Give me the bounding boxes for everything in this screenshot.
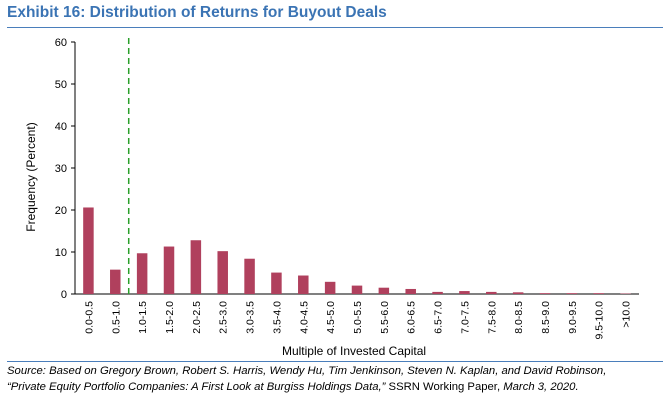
x-tick-label: 9.5-10.0 [594, 301, 606, 340]
x-tick-label: 3.0-3.5 [245, 301, 257, 334]
bar [217, 251, 228, 294]
x-tick-label: 6.0-6.5 [406, 301, 418, 334]
bar [271, 272, 282, 294]
x-tick-label: 0.0-0.5 [83, 301, 95, 334]
bar [136, 253, 148, 294]
x-tick-label: 5.5-6.0 [379, 301, 391, 334]
x-tick-label: 8.0-8.5 [513, 301, 525, 334]
bar [244, 258, 255, 294]
bar [405, 288, 416, 294]
bar [83, 207, 94, 294]
x-tick-label: 3.5-4.0 [271, 301, 283, 334]
x-tick-label: 5.0-5.5 [352, 301, 364, 334]
bar-chart: Frequency (Percent) 0 10 20 30 40 50 60 0.0-0.5… [24, 37, 639, 358]
x-tick-label: 9.0-9.5 [567, 301, 579, 334]
bar [163, 246, 175, 294]
title-rule [7, 27, 663, 28]
bar [432, 291, 443, 294]
y-tick-label: 0 [61, 289, 67, 301]
x-tick-label: >10.0 [621, 301, 633, 328]
x-tick-label: 6.5-7.0 [433, 301, 445, 334]
x-tick-label: 2.5-3.0 [218, 301, 230, 334]
x-tick-label: 4.5-5.0 [325, 301, 337, 334]
bar [593, 293, 604, 294]
y-tick-label: 50 [55, 79, 67, 91]
bar [324, 281, 336, 294]
plot-area: 0 10 20 30 40 50 60 0.0-0.5 0.5-1.0 1.0-1.5 1.5-2.… [55, 37, 639, 340]
y-tick-label: 40 [55, 121, 67, 133]
x-tick-label: 4.0-4.5 [298, 301, 310, 334]
y-axis-label: Frequency (Percent) [24, 122, 38, 231]
bar [298, 275, 309, 294]
x-tick-label: 7.5-8.0 [486, 301, 498, 334]
y-tick-label: 30 [55, 163, 67, 175]
x-tick-label: 2.0-2.5 [191, 301, 203, 334]
y-tick-label: 60 [55, 37, 67, 49]
source-publication: SSRN Working Paper, [385, 380, 504, 393]
bar [512, 292, 524, 294]
y-tick-label: 20 [55, 205, 67, 217]
bar [459, 291, 470, 294]
x-tick-label: 1.5-2.0 [164, 301, 176, 334]
x-axis-label: Multiple of Invested Capital [282, 344, 426, 358]
bar [539, 293, 551, 294]
x-tick-label: 1.0-1.5 [137, 301, 149, 334]
bar [190, 240, 202, 294]
source-note: Source: Based on Gregory Brown, Robert S… [7, 364, 667, 395]
source-article: “Private Equity Portfolio Companies: A F… [7, 380, 386, 393]
bar [566, 293, 578, 294]
x-tick-label: 0.5-1.0 [110, 301, 122, 334]
y-tick-label: 10 [55, 247, 67, 259]
y-axis-title-group: Frequency (Percent) [24, 122, 38, 231]
x-tick-label: 7.0-7.5 [459, 301, 471, 334]
exhibit-title: Exhibit 16: Distribution of Returns for … [7, 4, 387, 21]
bar [110, 269, 121, 294]
source-prefix: Source: Based on Gregory Brown, Robert S… [7, 365, 607, 377]
source-rule [7, 361, 663, 362]
x-tick-label: 8.5-9.0 [540, 301, 552, 334]
bar [351, 285, 363, 294]
source-date: March 3, 2020. [503, 380, 579, 393]
bar [378, 287, 390, 294]
bar [486, 291, 497, 294]
